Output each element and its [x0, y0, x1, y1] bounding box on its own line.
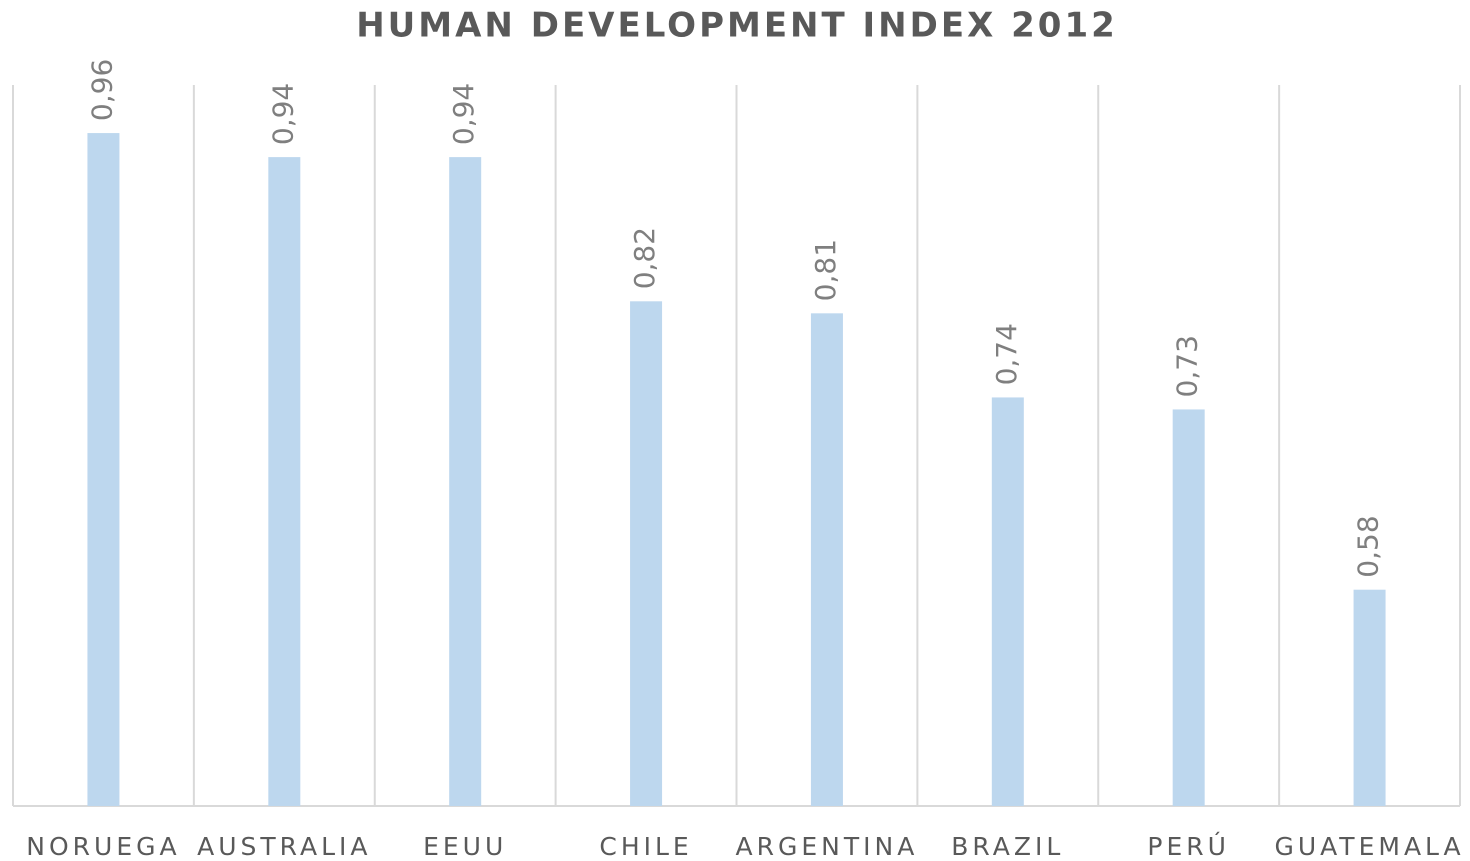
data-label: 0,96 [85, 59, 118, 121]
bar [810, 313, 843, 806]
data-label: 0,58 [1352, 515, 1385, 577]
bar [1172, 409, 1205, 806]
bar [630, 301, 663, 806]
data-label: 0,82 [628, 227, 661, 289]
bar [449, 157, 482, 807]
x-tick-label: BRAZIL [951, 832, 1064, 861]
bar [991, 397, 1024, 806]
x-tick-label: CHILE [599, 832, 692, 861]
x-tick-label: NORUEGA [26, 832, 180, 861]
data-label: 0,73 [1171, 335, 1204, 397]
bar [87, 133, 120, 807]
data-label: 0,81 [809, 239, 842, 301]
x-tick-label: GUATEMALA [1274, 832, 1464, 861]
x-tick-label: EEUU [423, 832, 507, 861]
data-label: 0,74 [990, 323, 1023, 385]
x-tick-label: PERÚ [1147, 831, 1230, 861]
bar [1353, 589, 1386, 806]
chart-title: HUMAN DEVELOPMENT INDEX 2012 [356, 6, 1118, 46]
data-label: 0,94 [447, 83, 480, 145]
x-tick-label: AUSTRALIA [197, 832, 371, 861]
bar [268, 157, 301, 807]
x-tick-label: ARGENTINA [736, 832, 919, 861]
data-label: 0,94 [266, 83, 299, 145]
